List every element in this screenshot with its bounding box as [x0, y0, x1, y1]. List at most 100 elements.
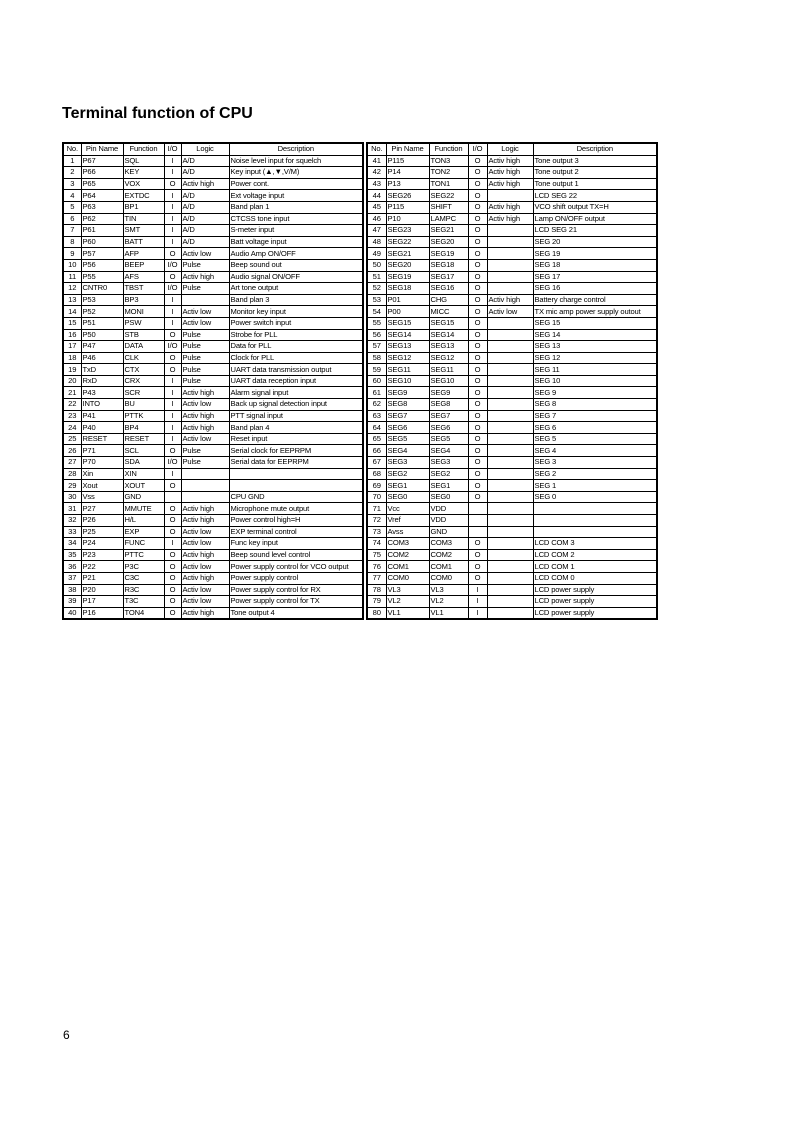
cell-function: SEG4 [428, 444, 469, 458]
cell-description: Power supply control for VCO output [228, 560, 364, 573]
cell-logic: Activ high [180, 548, 230, 562]
cell-function: PSW [122, 316, 165, 330]
cell-pin-name: P65 [80, 177, 124, 191]
cell-no: 68 [366, 467, 387, 481]
cell-no: 19 [62, 363, 82, 376]
cell-no: 58 [366, 351, 387, 365]
cell-io: O [467, 548, 488, 562]
cell-no: 52 [366, 282, 387, 295]
cell-logic: Activ low [180, 316, 230, 330]
table-row: 33 P25 EXP O Activ low EXP terminal control [62, 525, 364, 539]
cell-function: AFS [122, 270, 165, 284]
table-header-row: No. Pin Name Function I/O Logic Descript… [366, 142, 658, 156]
cell-description: Back up signal detection input [228, 398, 364, 411]
table-row: 59 SEG11 SEG11 O SEG 11 [366, 363, 658, 376]
table-row: 25 RESET RESET I Activ low Reset input [62, 432, 364, 446]
cell-pin-name: P115 [385, 200, 430, 214]
table-row: 39 P17 T3C O Activ low Power supply control f… [62, 595, 364, 608]
cell-no: 77 [366, 571, 387, 585]
cell-no: 64 [366, 421, 387, 434]
cell-function: SEG1 [428, 479, 469, 492]
cell-pin-name: P17 [80, 595, 124, 608]
cell-function: COM2 [428, 548, 469, 562]
cell-pin-name: P61 [80, 224, 124, 237]
cell-description [228, 479, 364, 492]
cell-pin-name: P62 [80, 212, 124, 226]
cell-pin-name: VL2 [385, 595, 430, 608]
cell-function: COM0 [428, 571, 469, 585]
cell-description: LCD power supply [532, 606, 658, 620]
cell-function: TON4 [122, 606, 165, 620]
cell-logic: Activ high [486, 293, 534, 307]
cell-io: O [163, 525, 182, 539]
cell-function: CRX [122, 374, 165, 388]
cell-pin-name: P115 [385, 154, 430, 168]
cell-pin-name: Xin [80, 467, 124, 481]
table-row: 78 VL3 VL3 I LCD power supply [366, 583, 658, 597]
table-row: 3 P65 VOX O Activ high Power cont. [62, 177, 364, 191]
cell-no: 75 [366, 548, 387, 562]
cell-logic [486, 247, 534, 260]
cell-description: SEG 10 [532, 374, 658, 388]
cell-function: SEG3 [428, 456, 469, 469]
cell-no: 13 [62, 293, 82, 307]
cell-pin-name: P66 [80, 166, 124, 179]
cell-function: SCR [122, 386, 165, 400]
cell-io: I/O [163, 340, 182, 353]
cell-logic [486, 224, 534, 237]
page-number: 6 [63, 1028, 70, 1042]
cell-description: SEG 18 [532, 258, 658, 272]
cell-no: 17 [62, 340, 82, 353]
cell-io: O [163, 571, 182, 585]
cell-description: Power supply control for RX [228, 583, 364, 597]
cell-logic: Activ low [180, 525, 230, 539]
cell-pin-name: SEG14 [385, 328, 430, 342]
cell-no: 71 [366, 502, 387, 515]
cell-no: 53 [366, 293, 387, 307]
cell-function: STB [122, 328, 165, 342]
cell-no: 9 [62, 247, 82, 260]
cell-io: O [467, 154, 488, 168]
cell-logic: Activ low [180, 305, 230, 318]
cell-io: O [467, 166, 488, 179]
cell-description: Tone output 2 [532, 166, 658, 179]
cell-no: 59 [366, 363, 387, 376]
cell-io: O [467, 571, 488, 585]
table-row: 45 P115 SHIFT O Activ high VCO shift output T… [366, 200, 658, 214]
header-io: I/O [163, 142, 182, 156]
cell-io [467, 514, 488, 527]
cell-description: Tone output 1 [532, 177, 658, 191]
cell-io: I [163, 421, 182, 434]
header-description: Description [228, 142, 364, 156]
cell-function: SEG15 [428, 316, 469, 330]
cell-no: 39 [62, 595, 82, 608]
cell-no: 62 [366, 398, 387, 411]
cell-pin-name: P00 [385, 305, 430, 318]
cell-function: VOX [122, 177, 165, 191]
cell-description: Art tone output [228, 282, 364, 295]
cell-description: LCD power supply [532, 595, 658, 608]
cell-function: H/L [122, 514, 165, 527]
cell-io: O [467, 282, 488, 295]
cell-io: I [163, 200, 182, 214]
cell-io: O [467, 305, 488, 318]
table-row: 51 SEG19 SEG17 O SEG 17 [366, 270, 658, 284]
cell-logic: A/D [180, 154, 230, 168]
cell-io: O [467, 340, 488, 353]
cell-function: BU [122, 398, 165, 411]
cell-no: 42 [366, 166, 387, 179]
cell-no: 57 [366, 340, 387, 353]
cell-io: O [467, 421, 488, 434]
cell-function: VL3 [428, 583, 469, 597]
cell-function: SEG2 [428, 467, 469, 481]
cell-pin-name: SEG9 [385, 386, 430, 400]
cell-no: 67 [366, 456, 387, 469]
cell-logic [180, 293, 230, 307]
cell-no: 5 [62, 200, 82, 214]
cell-pin-name: SEG26 [385, 189, 430, 202]
table-row: 35 P23 PTTC O Activ high Beep sound level con… [62, 548, 364, 562]
cell-function: GND [122, 490, 165, 504]
cell-logic: Activ high [486, 212, 534, 226]
table-row: 49 SEG21 SEG19 O SEG 19 [366, 247, 658, 260]
cell-logic [486, 571, 534, 585]
